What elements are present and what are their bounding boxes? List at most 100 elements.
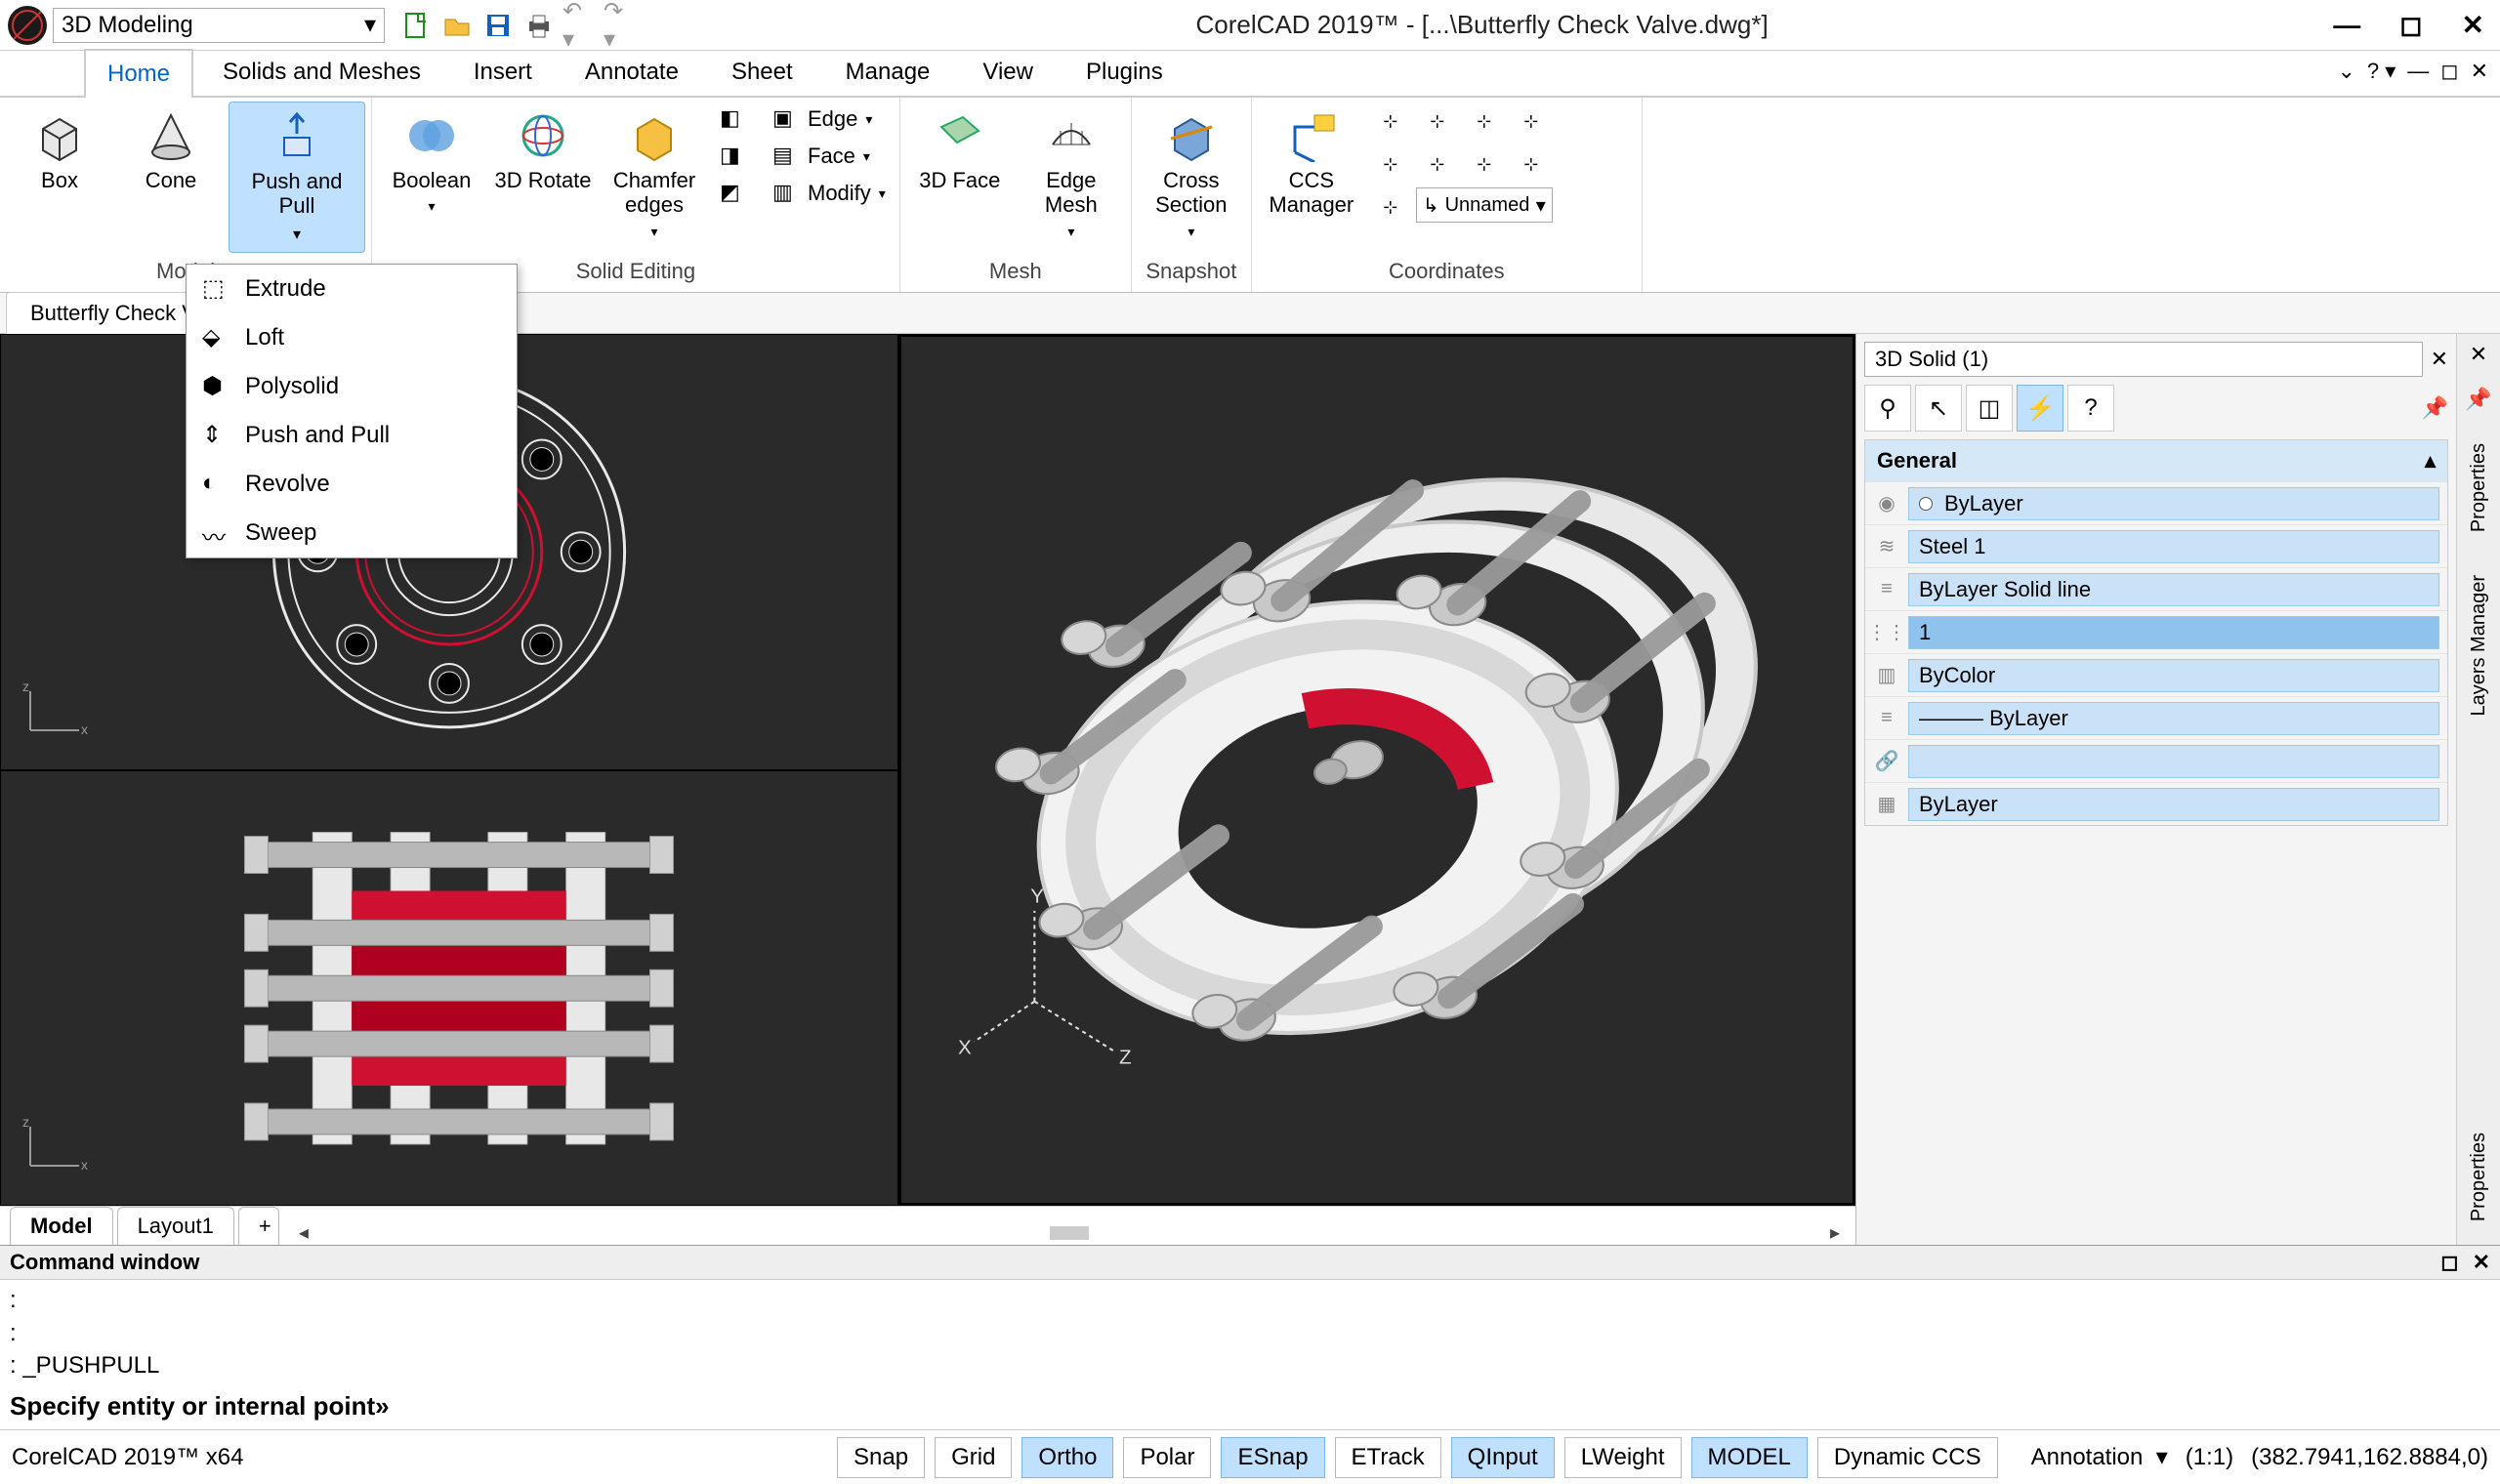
prop-row-layer[interactable]: ≋Steel 1 bbox=[1865, 524, 2447, 567]
prop-row-color[interactable]: ◉ByLayer bbox=[1865, 481, 2447, 524]
box-button[interactable]: Box bbox=[6, 102, 113, 200]
status-polar[interactable]: Polar bbox=[1123, 1437, 1211, 1478]
coord-icon[interactable]: ⊹ bbox=[1416, 102, 1459, 141]
solid-small-2[interactable]: ◨ bbox=[712, 139, 761, 174]
horizontal-scrollbar[interactable]: ◂▸ bbox=[283, 1220, 1855, 1245]
doc-close-icon[interactable]: ✕ bbox=[2471, 59, 2488, 84]
coord-icon[interactable]: ⊹ bbox=[1510, 144, 1553, 184]
status-grid[interactable]: Grid bbox=[935, 1437, 1012, 1478]
help-icon[interactable]: ? ▾ bbox=[2367, 59, 2396, 84]
side-close-icon[interactable]: ✕ bbox=[2470, 342, 2487, 367]
new-file-icon[interactable] bbox=[398, 8, 434, 43]
cross-section-button[interactable]: Cross Section▾ bbox=[1138, 102, 1245, 248]
coord-icon[interactable]: ⊹ bbox=[1369, 102, 1412, 141]
pt-help-button[interactable]: ? bbox=[2067, 385, 2114, 432]
side-tab-layers[interactable]: Layers Manager bbox=[2464, 563, 2494, 728]
status-snap[interactable]: Snap bbox=[837, 1437, 925, 1478]
maximize-button[interactable]: ◻ bbox=[2392, 5, 2430, 45]
prop-row-hyperlink[interactable]: 🔗 bbox=[1865, 739, 2447, 782]
status-etrack[interactable]: ETrack bbox=[1335, 1437, 1441, 1478]
close-button[interactable]: ✕ bbox=[2454, 5, 2492, 45]
command-history[interactable]: : : : _PUSHPULL bbox=[0, 1280, 2500, 1387]
ribbon-tab-view[interactable]: View bbox=[959, 47, 1057, 96]
prop-row-linescale[interactable]: ⋮⋮1 bbox=[1865, 610, 2447, 653]
ribbon-tab-home[interactable]: Home bbox=[84, 49, 193, 98]
dropdown-loft[interactable]: ⬙Loft bbox=[187, 313, 517, 362]
open-file-icon[interactable] bbox=[439, 8, 475, 43]
modify-button[interactable]: ▥Modify ▾ bbox=[765, 176, 894, 211]
coord-icon[interactable]: ⊹ bbox=[1463, 102, 1506, 141]
status-model[interactable]: MODEL bbox=[1691, 1437, 1808, 1478]
pt-btn-2[interactable]: ↖ bbox=[1915, 385, 1962, 432]
pt-btn-1[interactable]: ⚲ bbox=[1864, 385, 1911, 432]
solid-small-1[interactable]: ◧ bbox=[712, 102, 761, 137]
cmdwin-close-icon[interactable]: ✕ bbox=[2473, 1250, 2490, 1274]
viewport-side[interactable]: zx bbox=[0, 770, 898, 1207]
coord-icon[interactable]: ⊹ bbox=[1463, 144, 1506, 184]
doc-minimize-icon[interactable]: — bbox=[2407, 59, 2429, 84]
ccs-named-select[interactable]: ↳ Unnamed▾ bbox=[1416, 187, 1553, 223]
pt-btn-3[interactable]: ◫ bbox=[1966, 385, 2013, 432]
status-ortho[interactable]: Ortho bbox=[1021, 1437, 1113, 1478]
dropdown-revolve[interactable]: ◐Revolve bbox=[187, 460, 517, 509]
cone-button[interactable]: Cone bbox=[117, 102, 225, 200]
minimize-button[interactable]: — bbox=[2325, 6, 2368, 45]
panel-pin-icon[interactable]: 📌 bbox=[2422, 395, 2448, 421]
ribbon-tab-manage[interactable]: Manage bbox=[822, 47, 954, 96]
side-tab-properties[interactable]: Properties bbox=[2464, 432, 2494, 544]
panel-close-icon[interactable]: ✕ bbox=[2431, 347, 2448, 372]
undo-icon[interactable]: ↶ ▾ bbox=[562, 8, 598, 43]
redo-icon[interactable]: ↷ ▾ bbox=[604, 8, 639, 43]
doc-restore-icon[interactable]: ◻ bbox=[2440, 59, 2458, 84]
save-icon[interactable] bbox=[480, 8, 516, 43]
ccs-manager-button[interactable]: CCS Manager bbox=[1258, 102, 1365, 226]
prop-row-linetype[interactable]: ≡ByLayer Solid line bbox=[1865, 567, 2447, 610]
print-icon[interactable] bbox=[521, 8, 557, 43]
chamfer-button[interactable]: Chamfer edges▾ bbox=[601, 102, 708, 248]
dropdown-sweep[interactable]: 〰Sweep bbox=[187, 509, 517, 557]
prop-row-transparency[interactable]: ▦ByLayer bbox=[1865, 782, 2447, 825]
coord-icon[interactable]: ⊹ bbox=[1416, 144, 1459, 184]
sheet-add-button[interactable]: + bbox=[238, 1207, 279, 1245]
coord-icon[interactable]: ⊹ bbox=[1369, 144, 1412, 184]
sheet-tab-model[interactable]: Model bbox=[10, 1207, 113, 1245]
annotation-dropdown[interactable]: Annotation ▾ bbox=[2031, 1443, 2168, 1471]
edge-button[interactable]: ▣Edge ▾ bbox=[765, 102, 894, 137]
selection-combo[interactable]: 3D Solid (1) bbox=[1864, 342, 2423, 377]
status-dynccs[interactable]: Dynamic CCS bbox=[1817, 1437, 1998, 1478]
status-lweight[interactable]: LWeight bbox=[1564, 1437, 1682, 1478]
prop-row-lineweight[interactable]: ≡——— ByLayer bbox=[1865, 696, 2447, 739]
ribbon-tab-sheet[interactable]: Sheet bbox=[708, 47, 816, 96]
push-and-pull-button[interactable]: Push and Pull ▾ bbox=[229, 102, 365, 253]
rotate3d-button[interactable]: 3D Rotate bbox=[489, 102, 597, 200]
ribbon-tab-plugins[interactable]: Plugins bbox=[1062, 47, 1187, 96]
status-esnap[interactable]: ESnap bbox=[1221, 1437, 1324, 1478]
viewport-iso[interactable]: Y Z X bbox=[898, 334, 1855, 1206]
dropdown-pushpull[interactable]: ⇕Push and Pull bbox=[187, 411, 517, 460]
face-button[interactable]: ▤Face ▾ bbox=[765, 139, 894, 174]
coord-icon[interactable]: ⊹ bbox=[1510, 102, 1553, 141]
collapse-icon[interactable]: ▴ bbox=[2425, 448, 2436, 474]
ribbon-tab-annotate[interactable]: Annotate bbox=[562, 47, 702, 96]
workspace-selector[interactable]: 3D Modeling ▾ bbox=[53, 8, 385, 43]
boolean-button[interactable]: Boolean▾ bbox=[378, 102, 485, 223]
dropdown-extrude[interactable]: ⬚Extrude bbox=[187, 265, 517, 313]
sheet-tab-layout1[interactable]: Layout1 bbox=[117, 1207, 234, 1245]
transparency-icon: ▦ bbox=[1865, 792, 1908, 816]
status-scale[interactable]: (1:1) bbox=[2186, 1444, 2233, 1471]
dropdown-polysolid[interactable]: ⬢Polysolid bbox=[187, 362, 517, 411]
side-pin-icon[interactable]: 📌 bbox=[2465, 387, 2491, 412]
command-prompt[interactable]: Specify entity or internal point» bbox=[0, 1387, 2500, 1429]
side-tab-properties2[interactable]: Properties bbox=[2464, 1121, 2494, 1233]
solid-small-3[interactable]: ◩ bbox=[712, 176, 761, 211]
prop-row-plotstyle[interactable]: ▥ByColor bbox=[1865, 653, 2447, 696]
ribbon-options-icon[interactable]: ⌄ bbox=[2337, 59, 2354, 84]
status-qinput[interactable]: QInput bbox=[1451, 1437, 1555, 1478]
edgemesh-button[interactable]: Edge Mesh▾ bbox=[1018, 102, 1125, 248]
ribbon-tab-solids[interactable]: Solids and Meshes bbox=[199, 47, 444, 96]
coord-icon[interactable]: ⊹ bbox=[1369, 187, 1412, 227]
ribbon-tab-insert[interactable]: Insert bbox=[450, 47, 556, 96]
face3d-button[interactable]: 3D Face bbox=[906, 102, 1014, 200]
pt-btn-4[interactable]: ⚡ bbox=[2017, 385, 2063, 432]
cmdwin-restore-icon[interactable]: ◻ bbox=[2440, 1250, 2458, 1274]
